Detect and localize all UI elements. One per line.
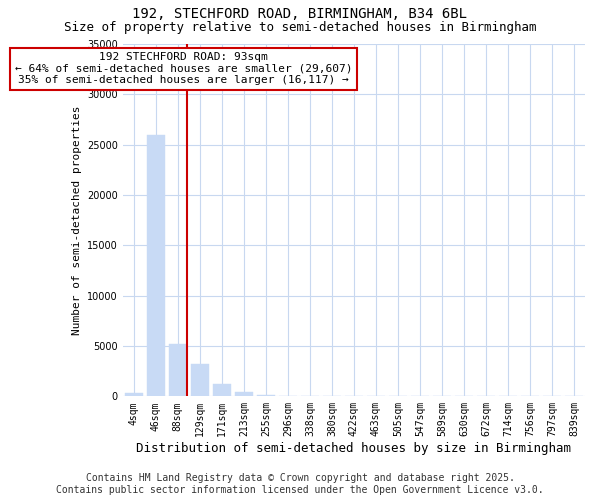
Bar xyxy=(191,364,209,396)
Text: Size of property relative to semi-detached houses in Birmingham: Size of property relative to semi-detach… xyxy=(64,21,536,34)
Bar xyxy=(125,394,143,396)
Bar xyxy=(213,384,230,396)
Bar xyxy=(147,134,164,396)
Text: 192, STECHFORD ROAD, BIRMINGHAM, B34 6BL: 192, STECHFORD ROAD, BIRMINGHAM, B34 6BL xyxy=(133,8,467,22)
Y-axis label: Number of semi-detached properties: Number of semi-detached properties xyxy=(71,106,82,335)
Bar xyxy=(235,392,253,396)
Text: Contains HM Land Registry data © Crown copyright and database right 2025.
Contai: Contains HM Land Registry data © Crown c… xyxy=(56,474,544,495)
Text: 192 STECHFORD ROAD: 93sqm
← 64% of semi-detached houses are smaller (29,607)
35%: 192 STECHFORD ROAD: 93sqm ← 64% of semi-… xyxy=(14,52,352,86)
Bar xyxy=(169,344,187,397)
X-axis label: Distribution of semi-detached houses by size in Birmingham: Distribution of semi-detached houses by … xyxy=(136,442,571,455)
